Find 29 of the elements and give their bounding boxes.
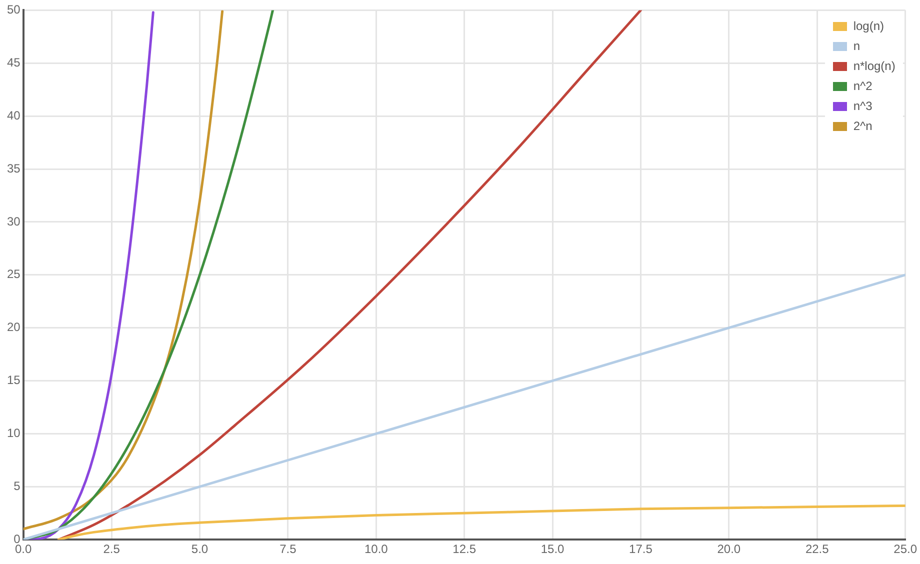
x-tick-label: 10.0 (364, 542, 388, 556)
legend-label: n*log(n) (853, 59, 896, 74)
line-series (57, 504, 906, 540)
x-tick-label: 2.5 (103, 542, 120, 556)
y-tick-label: 25 (6, 267, 21, 282)
x-tick-label: 15.0 (540, 542, 565, 556)
legend-label: n^3 (853, 99, 872, 114)
y-tick-label: 10 (6, 426, 21, 440)
y-tick-label: 35 (6, 161, 21, 176)
legend-label: n (853, 39, 860, 54)
y-tick-label: 20 (6, 320, 21, 334)
y-tick-label: 30 (6, 214, 21, 228)
line-series (57, 10, 642, 540)
x-tick-label: 7.5 (280, 542, 297, 556)
x-tick-label: 22.5 (805, 542, 830, 556)
line-series (23, 10, 224, 530)
x-tick-label: 5.0 (191, 542, 208, 556)
y-tick-label: 5 (14, 478, 21, 493)
y-tick-label: 45 (6, 55, 21, 70)
y-tick-label: 15 (6, 373, 21, 388)
y-tick-label: 40 (6, 108, 21, 122)
legend-label: 2^n (853, 119, 872, 134)
x-tick-label: 17.5 (629, 542, 653, 556)
x-tick-label: 12.5 (452, 542, 476, 556)
y-tick-label: 50 (6, 2, 21, 17)
legend-label: n^2 (853, 79, 872, 94)
legend-label: log(n) (853, 19, 884, 34)
x-tick-label: 25.0 (894, 542, 918, 556)
x-tick-label: 20.0 (717, 542, 741, 556)
